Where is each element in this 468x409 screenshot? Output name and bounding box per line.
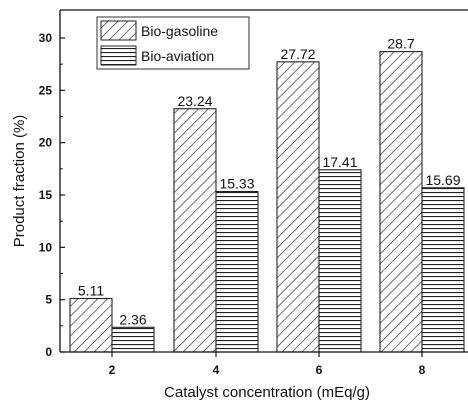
- bar-bio-aviation-4: [216, 192, 258, 352]
- y-ticks-group: 0 5 10 15 20 25 30: [39, 31, 65, 359]
- data-label-bio-gasoline-6: 27.72: [280, 46, 315, 62]
- bars-group: [70, 52, 464, 352]
- bar-bio-gasoline-8: [380, 52, 422, 352]
- y-tick-label-30: 30: [39, 31, 53, 45]
- x-axis-label: Catalyst concentration (mEq/g): [164, 384, 370, 401]
- bar-bio-gasoline-4: [174, 109, 216, 352]
- legend: Bio-gasoline Bio-aviation: [97, 17, 249, 69]
- legend-label-bio-gasoline: Bio-gasoline: [141, 23, 218, 39]
- x-ticks-group: 2 4 6 8: [109, 352, 426, 377]
- legend-label-bio-aviation: Bio-aviation: [141, 48, 214, 64]
- data-label-bio-gasoline-8: 28.7: [387, 36, 414, 52]
- data-label-bio-gasoline-2: 5.11: [78, 283, 104, 299]
- bar-bio-aviation-6: [319, 170, 361, 352]
- y-tick-label-10: 10: [39, 240, 53, 254]
- legend-swatch-bio-gasoline: [101, 21, 136, 40]
- bar-bio-aviation-8: [422, 188, 464, 352]
- bar-bio-gasoline-2: [70, 299, 112, 352]
- y-axis-label: Product fraction (%): [11, 115, 28, 248]
- data-label-bio-aviation-8: 15.69: [425, 172, 460, 188]
- x-tick-label-8: 8: [419, 363, 426, 377]
- data-label-bio-aviation-6: 17.41: [322, 154, 357, 170]
- data-label-bio-gasoline-4: 23.24: [177, 93, 212, 109]
- data-label-bio-aviation-4: 15.33: [219, 176, 254, 192]
- bar-bio-gasoline-6: [277, 62, 319, 352]
- y-tick-label-15: 15: [39, 188, 53, 202]
- bar-bio-aviation-2: [112, 327, 154, 352]
- legend-swatch-bio-aviation: [101, 46, 136, 65]
- x-tick-label-6: 6: [316, 363, 323, 377]
- y-tick-label-0: 0: [45, 345, 52, 359]
- y-tick-label-20: 20: [39, 136, 53, 150]
- y-tick-label-5: 5: [45, 293, 52, 307]
- y-tick-label-25: 25: [39, 83, 53, 97]
- x-tick-label-4: 4: [213, 363, 220, 377]
- x-tick-label-2: 2: [109, 363, 116, 377]
- data-label-bio-aviation-2: 2.36: [119, 311, 146, 327]
